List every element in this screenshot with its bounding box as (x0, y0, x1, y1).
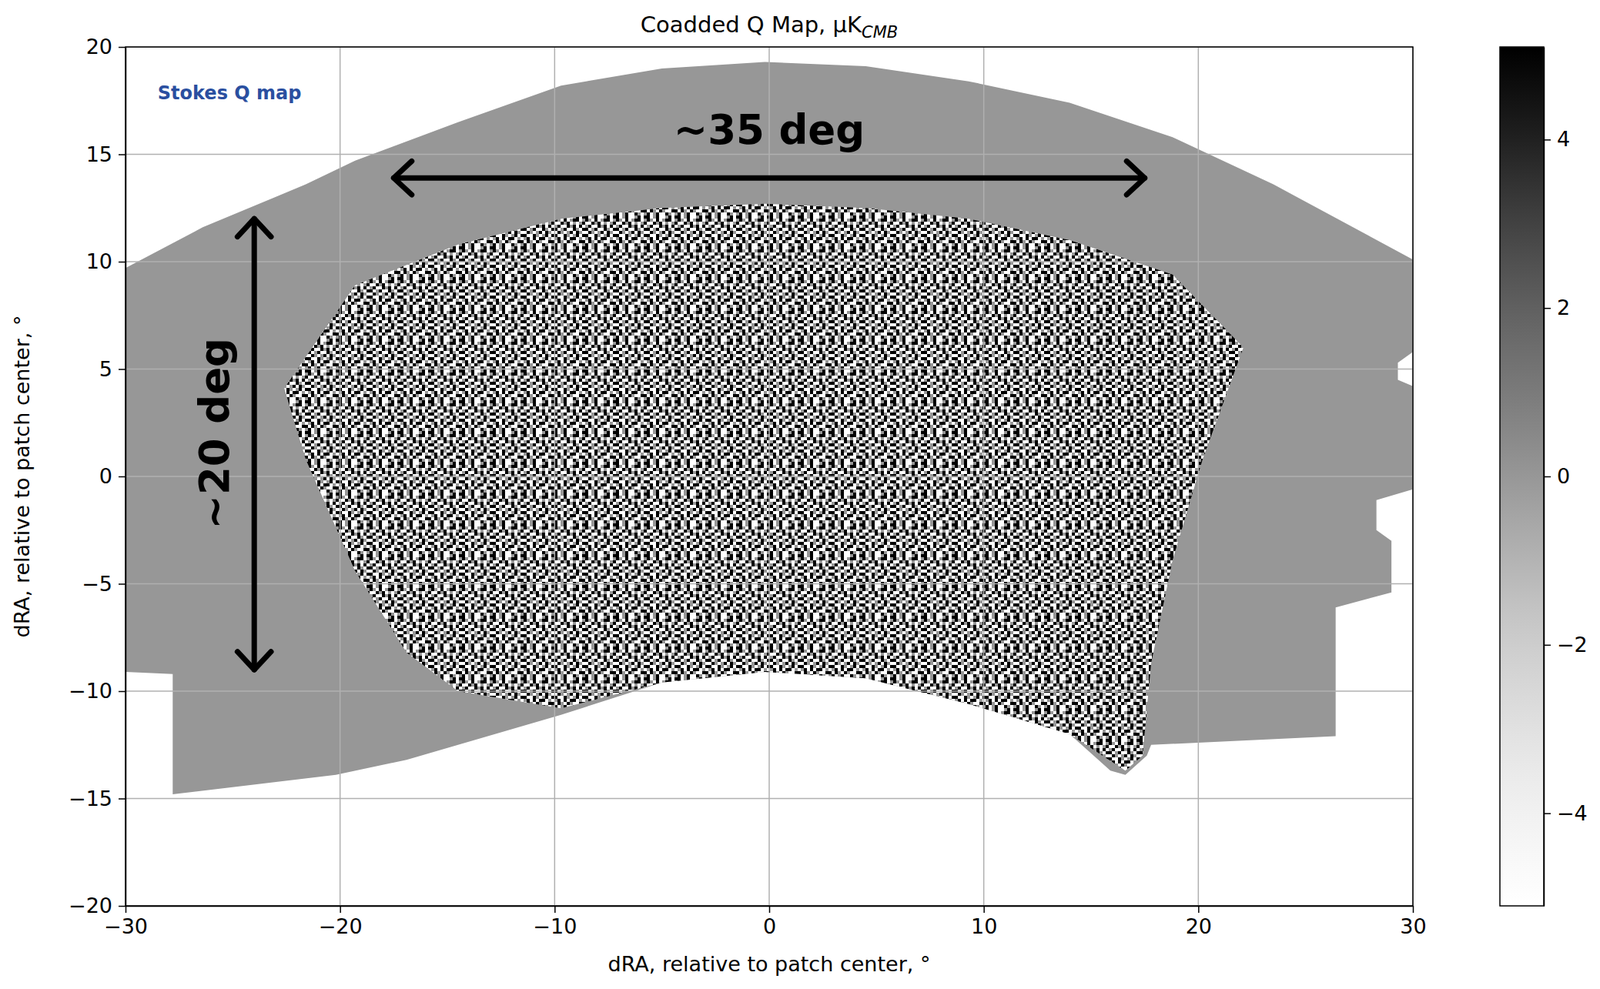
annotation-arrowhead (237, 218, 272, 237)
y-axis-tick-label: 15 (86, 142, 113, 167)
x-axis-tick-mark (983, 906, 985, 914)
y-axis-tick-mark (118, 368, 126, 371)
x-axis: −30 −20 −10 0 10 20 30 (103, 906, 1427, 939)
y-axis-tick-label: −10 (68, 679, 113, 703)
annotation-arrow (393, 175, 1145, 181)
x-axis-tick: 10 (970, 906, 998, 939)
x-axis-tick: −10 (532, 906, 577, 939)
x-axis-tick-label: −20 (318, 914, 363, 939)
colorbar-axis-tick: 2 (1543, 295, 1570, 320)
y-axis-tick-mark (118, 583, 126, 586)
x-axis-tick-label: 10 (970, 914, 998, 939)
grid (125, 46, 1413, 907)
grid-line (125, 583, 1413, 586)
x-axis-tick: −20 (318, 906, 363, 939)
y-axis-tick-label: 10 (86, 249, 113, 274)
x-axis-tick-label: −30 (103, 914, 148, 939)
y-axis-tick: 5 (99, 357, 126, 382)
annotations: Stokes Q map ~35 deg ~20 deg (157, 82, 1145, 670)
y-axis-tick-mark (118, 798, 126, 800)
y-axis-tick-label: 0 (99, 464, 113, 489)
x-axis-tick-mark (1198, 906, 1200, 914)
chart: −30−20−100102030−20−15−10−505101520dRA, … (0, 0, 1600, 989)
y-axis-tick-label: −20 (68, 893, 113, 918)
colorbar-axis-tick-mark (1543, 139, 1551, 141)
x-axis-tick-label: 30 (1399, 914, 1426, 939)
x-axis-tick-label: −10 (532, 914, 577, 939)
y-axis-tick-label: −15 (68, 786, 113, 811)
y-axis-tick: −5 (81, 572, 126, 596)
grid-line (125, 475, 1413, 478)
colorbar-axis: −4 −2 0 2 4 (1543, 47, 1588, 908)
y-axis-tick: −15 (68, 786, 126, 811)
y-axis-tick: 0 (99, 464, 126, 489)
colorbar (1499, 46, 1544, 907)
colorbar-axis-tick-mark (1543, 307, 1551, 310)
title: Coadded Q Map, μKCMB (640, 11, 898, 42)
grid-line (125, 368, 1413, 371)
y-axis-tick: −20 (68, 893, 126, 918)
y-axis-tick-mark (118, 906, 126, 908)
x-axis-tick: 20 (1185, 906, 1212, 939)
y-axis-tick: −10 (68, 679, 126, 703)
colorbar-axis-tick-label: 0 (1556, 464, 1570, 489)
colorbar-axis-tick: −4 (1543, 801, 1588, 826)
x-axis-tick: 30 (1399, 906, 1426, 939)
y-axis-tick-label: −5 (81, 572, 113, 596)
colorbar-axis-tick-label: −2 (1556, 632, 1588, 657)
annotation-arrowhead (1126, 160, 1145, 195)
colorbar-axis-tick: −2 (1543, 632, 1588, 657)
x-axis-tick: 0 (763, 906, 777, 939)
colorbar-axis-tick-label: 4 (1556, 127, 1570, 151)
x-axis-tick-mark (554, 906, 556, 914)
annotation-text: ~35 deg (673, 106, 865, 154)
grid-line (125, 798, 1413, 800)
y-axis-tick-label: 5 (99, 357, 113, 382)
colorbar-axis-tick-mark (1543, 813, 1551, 815)
x-axis-tick-mark (125, 906, 128, 914)
y-axis-tick: 20 (86, 34, 126, 59)
y-axis-title: dRA, relative to patch center, ° (10, 315, 34, 639)
x-axis-tick-label: 20 (1185, 914, 1212, 939)
title-main: Coadded Q Map, μK (640, 11, 863, 38)
y-axis-tick-mark (118, 691, 126, 693)
y-axis-tick: 15 (86, 142, 126, 167)
title-subscript: CMB (861, 23, 898, 42)
plot-frame (125, 46, 1413, 907)
colorbar-axis-tick-label: 2 (1556, 295, 1570, 320)
colorbar-axis-tick: 0 (1543, 464, 1570, 489)
colorbar-axis-tick-mark (1543, 645, 1551, 647)
x-axis-tick-mark (1412, 906, 1415, 914)
y-axis-tick-mark (118, 46, 126, 49)
annotation-arrowhead (237, 652, 272, 670)
annotation-text: ~20 deg (190, 338, 238, 529)
y-axis-tick-mark (118, 476, 126, 479)
colorbar-axis-tick-label: −4 (1556, 801, 1588, 826)
x-axis-tick-label: 0 (763, 914, 777, 939)
annotation-text: Stokes Q map (157, 82, 302, 104)
y-axis-tick: 10 (86, 249, 126, 274)
deep-field (284, 204, 1244, 772)
y-axis-tick-mark (118, 153, 126, 156)
y-axis-tick-label: 20 (86, 34, 113, 59)
x-axis-tick-mark (769, 906, 771, 914)
x-axis-title: dRA, relative to patch center, ° (608, 952, 931, 977)
x-axis-tick-mark (339, 906, 342, 914)
colorbar-axis-tick-mark (1543, 476, 1551, 479)
y-axis: −20 −15 −10 −5 0 5 10 15 20 (68, 34, 126, 918)
grid-line (125, 153, 1413, 156)
annotation-arrowhead (393, 160, 412, 195)
colorbar-axis-tick: 4 (1543, 127, 1570, 151)
grid-line (125, 690, 1413, 693)
y-axis-tick-mark (118, 261, 126, 264)
annotation-arrow (251, 218, 258, 670)
grid-line (125, 261, 1413, 263)
